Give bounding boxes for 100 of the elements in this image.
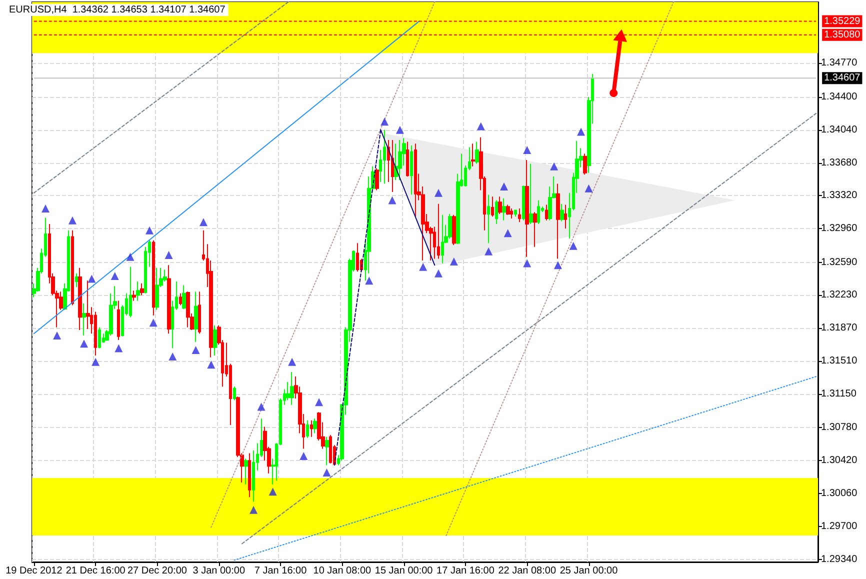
y-tick-label: 1.34040 (821, 124, 858, 136)
point (149, 318, 158, 327)
candlestick (94, 311, 97, 356)
point (114, 344, 123, 352)
y-tick-label: 1.33320 (821, 190, 858, 202)
point (476, 122, 485, 130)
point (434, 269, 442, 278)
candlestick (78, 267, 82, 330)
x-tick-label: 19 Dec 2012 (6, 566, 63, 576)
candlestick (533, 212, 537, 248)
point (110, 272, 119, 280)
y-tick-label: 1.31150 (821, 388, 857, 400)
point (523, 146, 532, 154)
candlestick (290, 371, 294, 406)
candlestick (495, 200, 498, 224)
y-tick-label: 1.33680 (821, 157, 858, 168)
candlestick (82, 302, 86, 336)
candlestick (437, 203, 440, 260)
candlestick (140, 282, 144, 296)
x-tick-label: 27 Dec 20:00 (127, 566, 188, 576)
point (199, 218, 208, 226)
candlestick (186, 291, 190, 328)
point (300, 452, 308, 460)
point (434, 188, 442, 197)
ref-line-label: 1.35080 (824, 29, 861, 40)
candlestick (132, 290, 136, 302)
ref-line-label: 1.34607 (824, 72, 861, 84)
x-tick-label: 25 Jan 00:00 (560, 566, 618, 576)
x-tick-label: 15 Jan 00:00 (374, 566, 434, 576)
point (164, 251, 173, 260)
candlestick (448, 213, 452, 240)
point (257, 402, 266, 411)
candlestick (383, 129, 386, 184)
candlestick (167, 264, 171, 334)
point (584, 184, 593, 192)
candlestick (491, 196, 494, 218)
x-tick-label: 10 Jan 08:00 (313, 566, 372, 576)
candlestick (452, 214, 456, 246)
point (288, 358, 296, 366)
x-tick-label: 22 Jan 08:00 (498, 566, 556, 576)
candlestick (375, 168, 379, 191)
x-tick-label: 17 Jan 16:00 (436, 566, 495, 576)
candlestick (182, 284, 186, 310)
candlestick (398, 139, 402, 181)
point (484, 247, 493, 256)
candlestick (475, 141, 479, 164)
y-tick-label: 1.32960 (821, 223, 858, 234)
y-tick-label: 1.34400 (821, 92, 858, 103)
candlestick (545, 204, 548, 221)
candlestick (556, 183, 560, 260)
candlestick (529, 163, 533, 224)
candlestick (306, 420, 309, 438)
point (80, 340, 88, 348)
point (168, 352, 177, 360)
point (500, 182, 508, 191)
y-tick-label: 1.34770 (821, 58, 858, 69)
candlestick (514, 210, 517, 218)
candlestick (98, 326, 101, 349)
point (388, 196, 396, 204)
candlestick (136, 281, 140, 302)
candlestick (86, 280, 90, 330)
point (315, 398, 324, 406)
candlestick (198, 291, 201, 334)
candlestick (248, 452, 251, 498)
y-tick-label: 1.30780 (821, 422, 858, 434)
point (250, 506, 258, 514)
candlestick (537, 200, 540, 224)
point (192, 346, 200, 354)
point (41, 204, 50, 212)
point (450, 257, 458, 266)
point (550, 162, 558, 170)
candlestick (510, 208, 513, 220)
point (53, 331, 62, 340)
y-tick-label: 1.31870 (821, 322, 858, 334)
candlestick (487, 194, 490, 244)
candlestick (471, 143, 475, 167)
point (365, 276, 374, 285)
chart-title: EURUSD,H4 1.34362 1.34653 1.34107 1.34607 (9, 4, 226, 16)
candlestick (498, 196, 502, 214)
point (207, 360, 216, 369)
candlestick (583, 153, 587, 176)
candlestick (410, 144, 413, 196)
y-tick-label: 1.32590 (821, 256, 858, 268)
point (268, 488, 277, 496)
candlestick (233, 386, 236, 401)
y-tick-label: 1.32230 (821, 290, 858, 301)
point (523, 259, 532, 268)
candlestick (525, 160, 529, 258)
candlestick (213, 324, 217, 356)
ref-line-label: 1.35229 (824, 16, 861, 27)
candlestick (313, 418, 317, 434)
point (380, 118, 389, 126)
candlestick (194, 291, 198, 342)
candlestick (502, 198, 506, 221)
candlestick (71, 230, 74, 306)
candlestick (522, 185, 525, 221)
x-tick-label: 7 Jan 16:00 (254, 566, 308, 576)
candlestick (391, 139, 394, 193)
point (68, 216, 76, 224)
y-tick-label: 1.30060 (821, 488, 858, 499)
